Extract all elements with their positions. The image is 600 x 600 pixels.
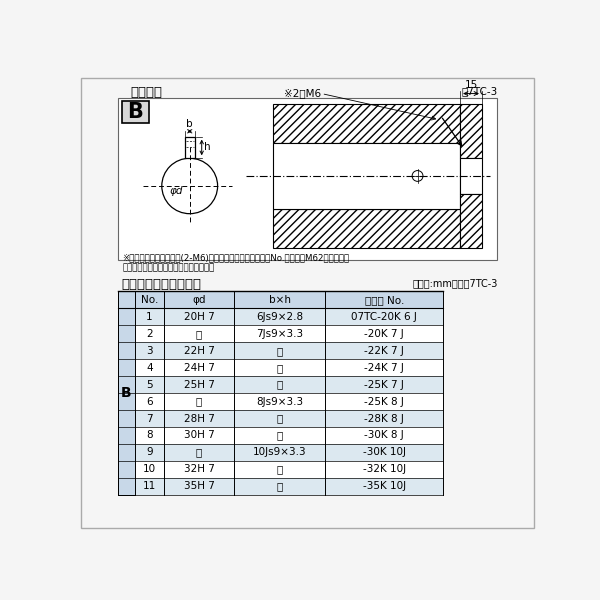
Text: 35H 7: 35H 7	[184, 481, 214, 491]
Text: b: b	[187, 119, 193, 129]
Bar	[460, 104, 482, 158]
Text: -30K 8 J: -30K 8 J	[364, 430, 404, 440]
Text: -28K 8 J: -28K 8 J	[364, 413, 404, 424]
Text: 〃: 〃	[277, 430, 283, 440]
Text: -35K 10J: -35K 10J	[362, 481, 406, 491]
Text: 2: 2	[146, 329, 153, 339]
Text: （単位:mm）　表7TC-3: （単位:mm） 表7TC-3	[413, 278, 498, 289]
Text: 〃: 〃	[277, 380, 283, 389]
Text: -32K 10J: -32K 10J	[362, 464, 406, 475]
Text: B: B	[121, 386, 131, 400]
Text: 〃: 〃	[277, 464, 283, 475]
Bar	[272, 143, 460, 209]
Text: ※2－M6: ※2－M6	[284, 89, 322, 98]
Bar	[118, 98, 497, 260]
Text: 1: 1	[146, 312, 153, 322]
Bar	[134, 393, 443, 410]
Text: B: B	[128, 102, 143, 122]
Text: 〃: 〃	[277, 481, 283, 491]
Text: 7: 7	[146, 413, 153, 424]
Bar	[272, 104, 460, 143]
Text: φd: φd	[192, 295, 206, 305]
Text: h: h	[204, 142, 211, 152]
Bar	[134, 427, 443, 444]
Bar	[460, 158, 482, 194]
Text: 10Js9×3.3: 10Js9×3.3	[253, 448, 307, 457]
Text: 7Js9×3.3: 7Js9×3.3	[256, 329, 303, 339]
Text: b×h: b×h	[269, 295, 290, 305]
Bar	[134, 478, 443, 495]
Text: -30K 10J: -30K 10J	[363, 448, 406, 457]
Bar	[134, 292, 443, 308]
Bar	[134, 410, 443, 427]
Text: 32H 7: 32H 7	[184, 464, 214, 475]
Text: 22H 7: 22H 7	[184, 346, 214, 356]
Bar	[134, 444, 443, 461]
Text: 8Js9×3.3: 8Js9×3.3	[256, 397, 303, 407]
Bar	[118, 292, 134, 495]
Bar	[134, 325, 443, 342]
Text: 〃: 〃	[196, 397, 202, 407]
Text: -25K 8 J: -25K 8 J	[364, 397, 404, 407]
Text: 20H 7: 20H 7	[184, 312, 214, 322]
Bar	[134, 342, 443, 359]
Bar	[272, 209, 460, 248]
Text: ※セットボルト用タップ(2-M6)が必要な場合は右記コードNo.の末尾にM62を付ける。: ※セットボルト用タップ(2-M6)が必要な場合は右記コードNo.の末尾にM62を…	[122, 254, 349, 263]
Text: 25H 7: 25H 7	[184, 380, 214, 389]
Text: -22K 7 J: -22K 7 J	[364, 346, 404, 356]
Text: 15: 15	[464, 80, 478, 91]
Text: 24H 7: 24H 7	[184, 362, 214, 373]
Text: 28H 7: 28H 7	[184, 413, 214, 424]
Text: 5: 5	[146, 380, 153, 389]
Text: （セットボルトは付属されています。）: （セットボルトは付属されています。）	[122, 264, 215, 273]
Text: -20K 7 J: -20K 7 J	[364, 329, 404, 339]
Text: -24K 7 J: -24K 7 J	[364, 362, 404, 373]
Bar	[134, 308, 443, 325]
Bar	[134, 461, 443, 478]
Text: 8: 8	[146, 430, 153, 440]
Text: 30H 7: 30H 7	[184, 430, 214, 440]
Bar	[185, 137, 195, 158]
Text: 11: 11	[143, 481, 156, 491]
Text: 〃: 〃	[277, 413, 283, 424]
Text: 〃: 〃	[277, 362, 283, 373]
Text: 軸穴形状コード一覧表: 軸穴形状コード一覧表	[121, 278, 202, 292]
Text: 3: 3	[146, 346, 153, 356]
Text: 9: 9	[146, 448, 153, 457]
Text: No.: No.	[141, 295, 158, 305]
Text: 〃: 〃	[196, 329, 202, 339]
Text: -25K 7 J: -25K 7 J	[364, 380, 404, 389]
Text: 6: 6	[146, 397, 153, 407]
Bar	[134, 376, 443, 393]
Bar	[460, 194, 482, 248]
Bar	[121, 101, 149, 123]
Text: 07TC-20K 6 J: 07TC-20K 6 J	[351, 312, 417, 322]
Text: 図7TC-3: 図7TC-3	[462, 86, 498, 96]
Bar	[134, 359, 443, 376]
Text: 10: 10	[143, 464, 156, 475]
Text: 〃: 〃	[196, 448, 202, 457]
Text: φd: φd	[169, 185, 182, 196]
Text: コード No.: コード No.	[365, 295, 404, 305]
Text: 4: 4	[146, 362, 153, 373]
Text: 軸穴形状: 軸穴形状	[131, 86, 163, 99]
Text: 6Js9×2.8: 6Js9×2.8	[256, 312, 303, 322]
Text: 〃: 〃	[277, 346, 283, 356]
